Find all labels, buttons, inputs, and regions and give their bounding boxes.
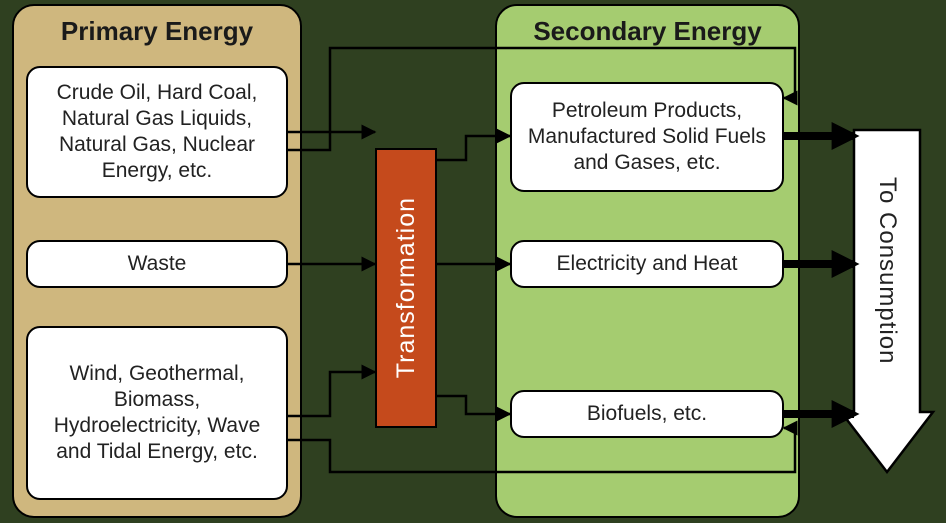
- consumption-arrow: To Consumption: [854, 130, 920, 412]
- node-fossil-fuels: Crude Oil, Hard Coal, Natural Gas Liquid…: [26, 66, 288, 198]
- node-petroleum-products: Petroleum Products, Manufactured Solid F…: [510, 82, 784, 192]
- secondary-energy-title: Secondary Energy: [497, 6, 798, 55]
- node-electricity-heat: Electricity and Heat: [510, 240, 784, 288]
- node-fossil-label: Crude Oil, Hard Coal, Natural Gas Liquid…: [40, 80, 274, 185]
- node-renewables-label: Wind, Geothermal, Biomass, Hydroelectric…: [40, 361, 274, 466]
- transformation-block: Transformation: [375, 148, 437, 428]
- node-waste-label: Waste: [128, 251, 187, 277]
- node-renewables: Wind, Geothermal, Biomass, Hydroelectric…: [26, 326, 288, 500]
- node-biofuels-label: Biofuels, etc.: [587, 401, 707, 427]
- primary-energy-title: Primary Energy: [14, 6, 300, 55]
- node-petroleum-label: Petroleum Products, Manufactured Solid F…: [524, 98, 770, 177]
- node-biofuels: Biofuels, etc.: [510, 390, 784, 438]
- consumption-label: To Consumption: [873, 177, 901, 364]
- transformation-label: Transformation: [392, 197, 421, 378]
- node-electricity-label: Electricity and Heat: [557, 251, 738, 277]
- node-waste: Waste: [26, 240, 288, 288]
